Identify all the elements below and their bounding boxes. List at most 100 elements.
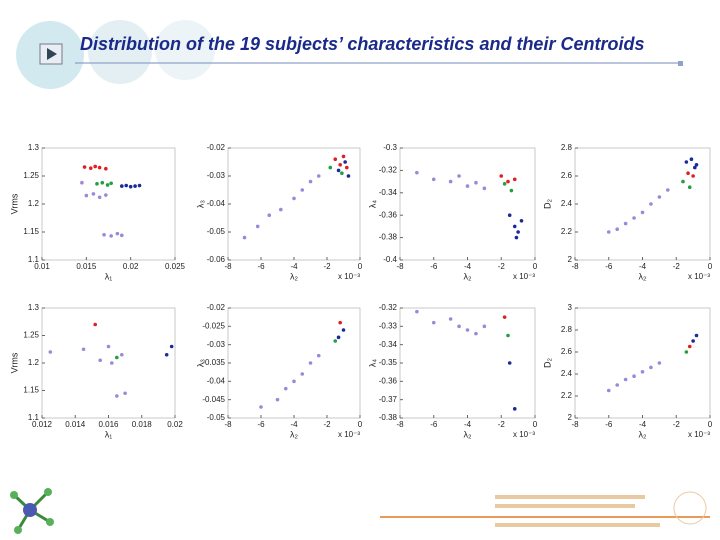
point <box>110 361 114 365</box>
y-axis-label: D₂ <box>542 358 552 368</box>
point <box>431 177 436 182</box>
point <box>102 233 106 237</box>
point <box>123 391 127 396</box>
x-axis-label: λ₂ <box>639 271 648 281</box>
y-axis-label: λ₄ <box>367 200 377 209</box>
plots: 1.1 1.15 1.2 1.25 1.3 0.01 0.015 0.02 0.025 λ₁ Vrm… <box>9 143 712 439</box>
point <box>133 184 137 188</box>
point <box>267 213 272 217</box>
y-tick-label: -0.34 <box>379 340 398 349</box>
point <box>506 333 510 338</box>
y-tick-label: -0.04 <box>207 376 226 385</box>
point <box>691 339 695 343</box>
point <box>316 353 321 358</box>
point <box>606 230 611 234</box>
x-multiplier: x 10⁻³ <box>513 430 535 439</box>
point <box>341 328 346 332</box>
point <box>95 182 99 186</box>
point <box>502 182 507 186</box>
y-tick-label: 2.6 <box>561 171 573 180</box>
x-tick-label: 0 <box>358 262 363 271</box>
y-tick-label: -0.4 <box>383 255 397 264</box>
point <box>474 331 478 336</box>
point <box>415 309 419 314</box>
point <box>275 397 280 402</box>
point <box>649 202 653 206</box>
x-tick-label: -8 <box>571 420 579 429</box>
point <box>465 184 470 188</box>
point <box>115 231 120 236</box>
x-axis-label: λ₂ <box>464 271 473 281</box>
point <box>336 168 341 173</box>
x-tick-label: -8 <box>396 262 404 271</box>
x-tick-label: 0.016 <box>98 420 119 429</box>
point <box>124 183 129 188</box>
point <box>482 186 487 191</box>
x-tick-label: 0 <box>358 420 363 429</box>
x-tick-label: 0 <box>533 420 538 429</box>
point <box>300 372 305 376</box>
point <box>499 174 504 178</box>
point <box>120 233 124 238</box>
point <box>512 177 517 182</box>
x-tick-label: 0.025 <box>165 262 186 271</box>
x-multiplier: x 10⁻³ <box>338 272 360 281</box>
point <box>242 235 247 240</box>
y-tick-label: 1.3 <box>28 303 40 312</box>
point <box>341 154 346 159</box>
y-tick-label: -0.38 <box>379 233 398 242</box>
point <box>333 157 338 161</box>
point <box>694 163 699 167</box>
point <box>115 394 119 398</box>
x-tick-label: -2 <box>673 420 681 429</box>
x-tick-label: 0.02 <box>123 262 139 271</box>
x-tick-label: -4 <box>464 262 472 271</box>
x-multiplier: x 10⁻³ <box>513 272 535 281</box>
y-tick-label: -0.05 <box>207 413 226 422</box>
x-axis-label: λ₂ <box>639 429 648 439</box>
point <box>506 179 510 184</box>
y-tick-label: -0.05 <box>207 227 226 236</box>
x-axis-label: λ₂ <box>290 271 299 281</box>
point <box>336 335 341 340</box>
y-axis-label: D₂ <box>542 199 552 209</box>
point <box>88 166 93 170</box>
x-tick-label: -2 <box>673 262 681 271</box>
plot-frame <box>41 307 176 419</box>
header-decoration <box>16 20 683 89</box>
x-tick-label: -6 <box>257 420 265 429</box>
point <box>84 193 89 198</box>
point <box>279 207 283 212</box>
footer-logo <box>380 491 710 527</box>
point <box>687 185 692 189</box>
point <box>666 188 670 192</box>
y-tick-label: -0.36 <box>379 210 398 219</box>
point <box>516 230 520 234</box>
point <box>81 347 86 352</box>
point <box>120 352 124 357</box>
point <box>255 224 260 229</box>
y-tick-label: -0.04 <box>207 199 226 208</box>
x-multiplier: x 10⁻³ <box>338 430 360 439</box>
y-tick-label: -0.02 <box>207 303 226 312</box>
x-tick-label: 0.015 <box>76 262 97 271</box>
y-tick-label: -0.02 <box>207 143 226 152</box>
point <box>120 184 124 188</box>
plot-frame <box>574 147 711 261</box>
y-tick-label: -0.3 <box>383 143 397 152</box>
point <box>519 219 524 223</box>
x-tick-label: -2 <box>323 420 331 429</box>
x-tick-label: 0 <box>708 262 713 271</box>
y-tick-label: 1.15 <box>23 227 39 236</box>
point <box>169 344 174 349</box>
x-tick-label: 0.01 <box>34 262 50 271</box>
y-tick-label: -0.37 <box>379 395 398 404</box>
y-tick-label: 2.4 <box>561 369 573 378</box>
plot-frame <box>227 307 361 419</box>
y-tick-label: 1.25 <box>23 171 39 180</box>
point <box>512 224 517 229</box>
y-axis-label: Vrms <box>9 193 19 214</box>
point <box>338 163 343 167</box>
y-tick-label: 2 <box>568 413 573 422</box>
x-tick-label: -4 <box>464 420 472 429</box>
